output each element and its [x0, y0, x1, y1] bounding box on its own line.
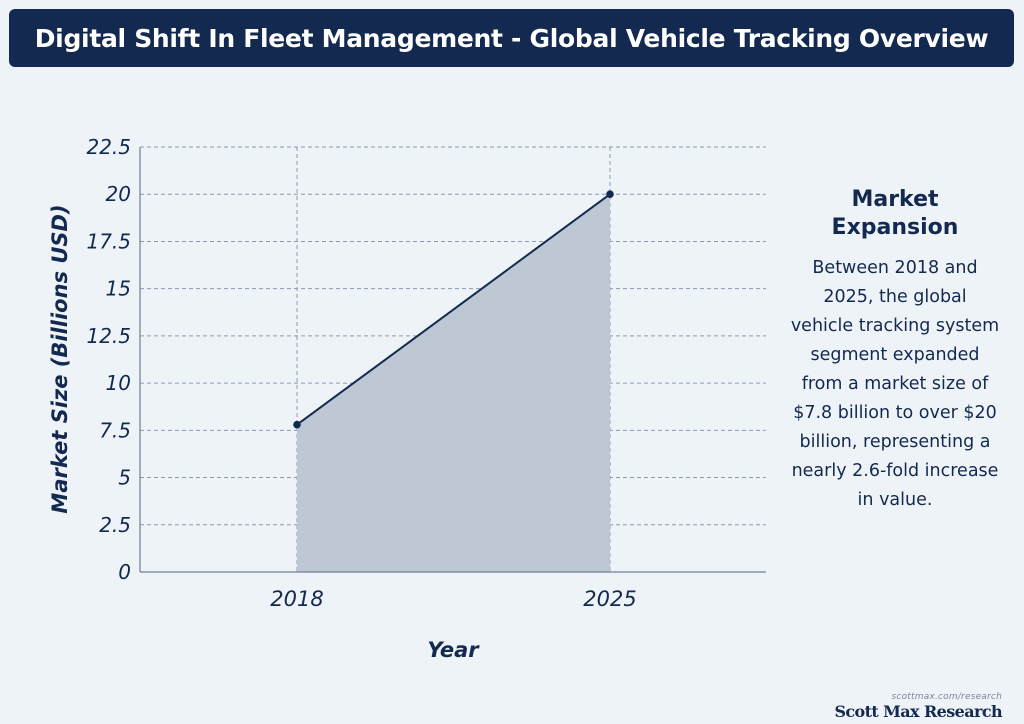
footer-url: scottmax.com/research — [891, 692, 1002, 702]
data-point — [606, 190, 614, 199]
area-fill — [297, 194, 610, 572]
y-tick-label: 5 — [118, 466, 131, 490]
data-point — [293, 420, 301, 429]
y-tick-label: 7.5 — [99, 418, 131, 442]
area-layer — [297, 194, 610, 572]
panel-heading-line2: Expansion — [831, 215, 959, 240]
market-expansion-panel: Market Expansion Between 2018 and 2025, … — [790, 186, 1000, 515]
panel-heading: Market Expansion — [790, 186, 1000, 242]
x-tick-label: 2025 — [583, 587, 636, 611]
y-tick-label: 20 — [106, 182, 131, 206]
y-axis-title: Market Size (Billions USD) — [48, 204, 72, 513]
y-tick-label: 2.5 — [99, 513, 131, 537]
series-line — [296, 193, 611, 426]
y-tick-label: 17.5 — [86, 229, 131, 253]
y-tick-label: 15 — [106, 277, 131, 301]
title-bar: Digital Shift In Fleet Management - Glob… — [9, 9, 1014, 67]
panel-body: Between 2018 and 2025, the global vehicl… — [790, 258, 1000, 510]
x-tick-label: 2018 — [270, 587, 323, 611]
y-tick-label: 0 — [118, 560, 131, 584]
footer: scottmax.com/research Scott Max Research — [834, 692, 1002, 721]
x-axis-title: Year — [427, 638, 480, 662]
label-layer: 0 2.5 5 7.5 10 12.5 15 17.5 20 22.5 2018 2025 Year Ma… — [48, 135, 637, 662]
mark-layer — [293, 190, 614, 429]
y-tick-label: 12.5 — [86, 324, 131, 348]
panel-heading-line1: Market — [851, 187, 939, 212]
page-title: Digital Shift In Fleet Management - Glob… — [34, 23, 989, 53]
axis-layer — [139, 147, 766, 573]
brand-logo: Scott Max Research — [834, 702, 1002, 721]
y-tick-label: 22.5 — [86, 135, 131, 159]
y-tick-label: 10 — [106, 371, 131, 395]
